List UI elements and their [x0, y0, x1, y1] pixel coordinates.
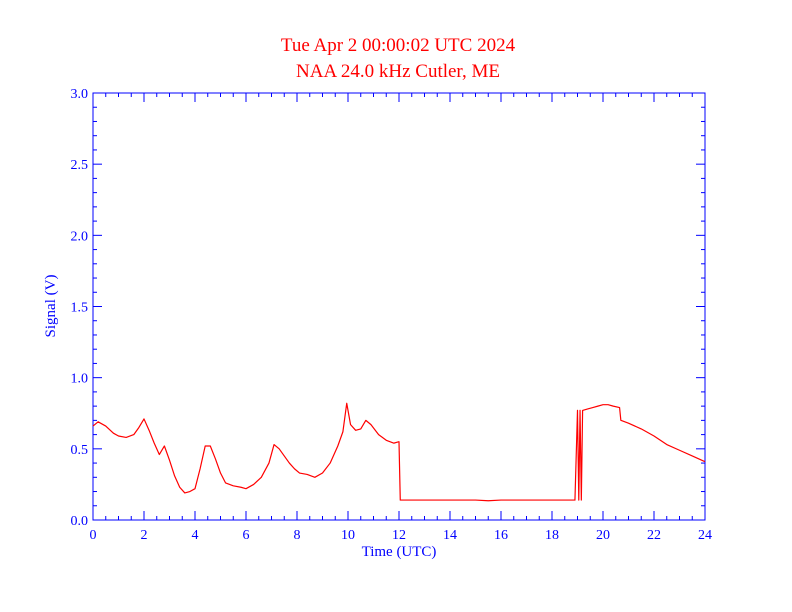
x-tick-label: 16 [494, 528, 508, 543]
x-tick-label: 4 [192, 528, 199, 543]
x-tick-label: 14 [443, 528, 457, 543]
y-tick-label: 1.5 [71, 301, 89, 316]
y-tick-label: 0.5 [71, 443, 89, 458]
x-tick-label: 2 [141, 528, 148, 543]
x-tick-labels: 0 2 4 6 8 10 12 14 16 18 20 22 24 [90, 528, 713, 543]
series-line [92, 402, 706, 502]
y-tick-label: 0.0 [71, 514, 89, 529]
y-tick-label: 3.0 [71, 87, 89, 102]
x-tick-label: 0 [90, 528, 97, 543]
x-tick-label: 12 [392, 528, 406, 543]
x-tick-label: 24 [698, 528, 712, 543]
x-tick-label: 18 [545, 528, 559, 543]
y-tick-label: 2.0 [71, 229, 89, 244]
x-tick-label: 10 [341, 528, 355, 543]
y-tick-label: 2.5 [71, 158, 89, 173]
series-group [92, 402, 706, 502]
y-tick-labels: 0.0 0.5 1.0 1.5 2.0 2.5 3.0 [71, 87, 89, 529]
x-tick-label: 20 [596, 528, 610, 543]
x-axis-label: Time (UTC) [362, 544, 437, 560]
axis-ticks [92, 92, 706, 521]
y-tick-label: 1.0 [71, 372, 89, 387]
y-axis-label: Signal (V) [43, 275, 59, 338]
x-tick-label: 6 [243, 528, 250, 543]
chart-title: Tue Apr 2 00:00:02 UTC 2024 [281, 35, 516, 56]
x-tick-label: 8 [294, 528, 301, 543]
chart-subtitle: NAA 24.0 kHz Cutler, ME [296, 61, 500, 82]
x-tick-label: 22 [647, 528, 661, 543]
